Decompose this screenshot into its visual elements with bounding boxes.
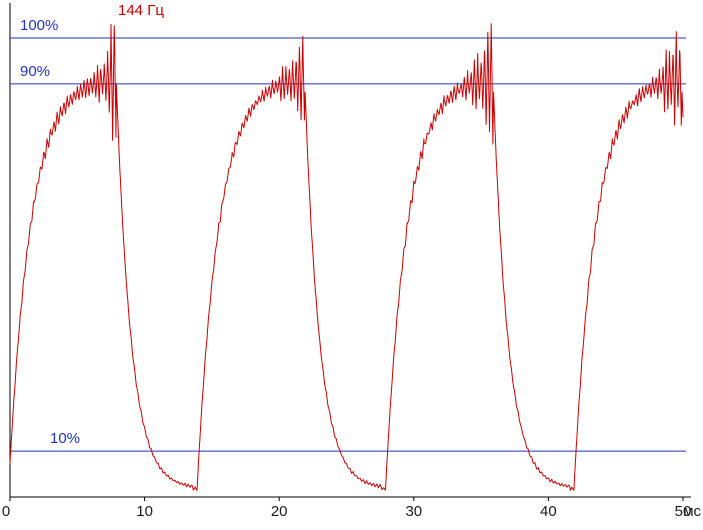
- frequency-label: 144 Гц: [118, 2, 164, 19]
- x-tick-label: 20: [271, 503, 288, 520]
- waveform-trace: [9, 23, 684, 491]
- x-tick-label: 10: [136, 503, 153, 520]
- x-axis-ticks: 0 10 20 30 40 50: [2, 497, 692, 520]
- x-tick-label: 50: [675, 503, 692, 520]
- x-tick-label: 0: [2, 503, 10, 520]
- reference-lines: 100% 90% 10%: [10, 17, 686, 452]
- x-tick-label: 40: [540, 503, 557, 520]
- ref-label-10: 10%: [50, 430, 80, 447]
- ref-label-90: 90%: [20, 63, 50, 80]
- x-tick-label: 30: [405, 503, 422, 520]
- x-axis-unit-label: мс: [683, 503, 701, 520]
- ref-label-100: 100%: [20, 17, 58, 34]
